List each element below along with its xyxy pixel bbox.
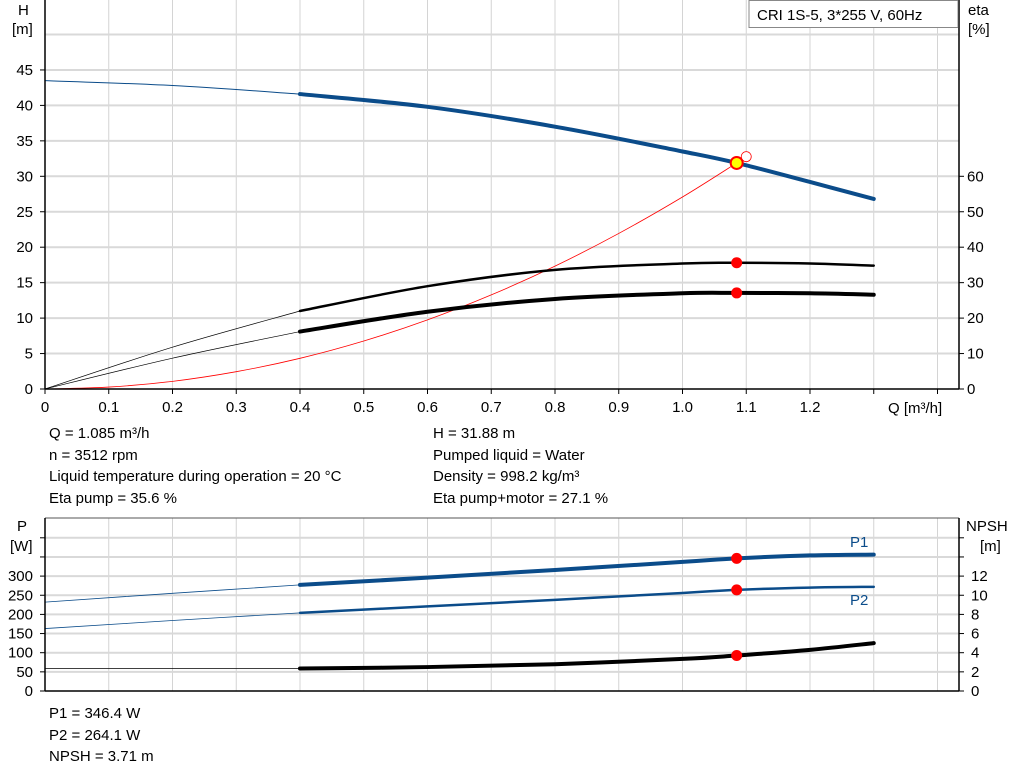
npsh-tick-label: 0 [971, 683, 979, 700]
p1-curve [298, 552, 876, 587]
x-tick-label: 1.1 [736, 399, 757, 416]
p-tick-label: 0 [25, 683, 33, 700]
p2-curve [298, 585, 875, 615]
h-tick-label: 5 [25, 346, 33, 363]
eta-pump-curve-thin [44, 310, 301, 390]
h-tick-label: 10 [16, 310, 33, 327]
h-tick-label: 15 [16, 275, 33, 292]
density-value: Density = 998.2 kg/m³ [433, 468, 580, 485]
legend-box: CRI 1S-5, 3*255 V, 60Hz [748, 0, 959, 28]
results-top-right: H = 31.88 m Pumped liquid = Water Densit… [433, 423, 608, 509]
x-tick-label: 0.9 [608, 399, 629, 416]
head-curve-thin [44, 80, 301, 95]
duty-point-NPSH [731, 649, 743, 661]
p-tick-label: 300 [8, 568, 33, 585]
top-chart-grid [45, 0, 959, 389]
p-tick-label: 150 [8, 626, 33, 643]
head-curve [298, 92, 876, 201]
x-tick-label: 0.4 [290, 399, 311, 416]
eta-tick-label: 50 [967, 204, 984, 221]
p-tick-label: 100 [8, 645, 33, 662]
legend-title: CRI 1S-5, 3*255 V, 60Hz [757, 7, 922, 24]
x-tick-label: 0 [41, 399, 49, 416]
h-tick-label: 30 [16, 168, 33, 185]
flow-value: Q = 1.085 m³/h [49, 425, 150, 442]
duty-point-P2 [731, 584, 743, 596]
eta-tick-label: 10 [967, 346, 984, 363]
pumped-liquid-value: Pumped liquid = Water [433, 446, 585, 464]
h-tick-label: 20 [16, 239, 33, 256]
duty-point-eta_pump_motor [731, 287, 743, 299]
eta-pump-value: Eta pump = 35.6 % [49, 489, 177, 507]
npsh-axis-unit: [m] [980, 538, 1001, 555]
npsh-tick-label: 2 [971, 664, 979, 681]
results-top-left: Q = 1.085 m³/h n = 3512 rpm Liquid tempe… [49, 423, 341, 509]
npsh-value: NPSH = 3.71 m [49, 748, 154, 765]
eta-pump-motor-curve [298, 290, 876, 334]
x-tick-label: 0.2 [162, 399, 183, 416]
h-axis-unit: [m] [12, 21, 33, 38]
eta-tick-label: 60 [967, 168, 984, 185]
p1-series-label: P1 [850, 534, 868, 551]
eta-pump-motor-curve-thin [44, 331, 301, 390]
npsh-tick-label: 8 [971, 606, 979, 623]
x-tick-label: 1.0 [672, 399, 693, 416]
curves [44, 80, 876, 671]
x-tick-label: 0.3 [226, 399, 247, 416]
h-axis-label: H [18, 2, 29, 19]
eta-axis-unit: [%] [968, 21, 990, 38]
h-tick-label: 45 [16, 62, 33, 79]
x-tick-label: 0.6 [417, 399, 438, 416]
p2-curve-thin [44, 612, 301, 629]
x-tick-label: 0.1 [98, 399, 119, 416]
p1-value: P1 = 346.4 W [49, 705, 141, 722]
system-curve [44, 156, 747, 390]
p-tick-label: 50 [16, 664, 33, 681]
eta-axis-label: eta [968, 2, 990, 19]
system-end-marker [740, 151, 752, 163]
p-tick-label: 250 [8, 587, 33, 604]
npsh-tick-label: 10 [971, 587, 988, 604]
duty-point-head [729, 155, 744, 170]
axes: 0 0.1 0.2 0.3 0.4 0.5 0.6 0.7 0.8 0.9 1.0 1.1 1.2 0 5 1… [8, 0, 988, 700]
npsh-curve [298, 641, 876, 671]
eta-tick-label: 30 [967, 275, 984, 292]
h-tick-label: 0 [25, 381, 33, 398]
p1-curve-thin [44, 584, 301, 603]
p-axis-label: P [17, 518, 27, 535]
x-tick-label: 0.7 [481, 399, 502, 416]
x-tick-label: 1.2 [800, 399, 821, 416]
p2-value: P2 = 264.1 W [49, 726, 141, 744]
duty-point-eta_pump [731, 257, 743, 269]
eta-tick-label: 20 [967, 310, 984, 327]
liquid-temperature-value: Liquid temperature during operation = 20… [49, 468, 342, 485]
npsh-tick-label: 12 [971, 568, 988, 585]
npsh-axis-label: NPSH [966, 518, 1008, 535]
head-value: H = 31.88 m [433, 425, 516, 442]
speed-value: n = 3512 rpm [49, 446, 138, 464]
x-tick-label: 0.5 [353, 399, 374, 416]
eta-pump-curve [298, 261, 875, 313]
h-tick-label: 40 [16, 97, 33, 114]
duty-point-P1 [731, 552, 743, 564]
h-tick-label: 35 [16, 133, 33, 150]
eta-pump-motor-value: Eta pump+motor = 27.1 % [433, 489, 609, 507]
eta-tick-label: 40 [967, 239, 984, 256]
npsh-tick-label: 4 [971, 645, 979, 662]
p-axis-unit: [W] [10, 538, 33, 555]
npsh-tick-label: 6 [971, 626, 979, 643]
results-bottom: P1 = 346.4 W P2 = 264.1 W NPSH = 3.71 m [49, 703, 154, 768]
h-tick-label: 25 [16, 204, 33, 221]
eta-tick-label: 0 [967, 381, 975, 398]
q-axis-label: Q [m³/h] [888, 400, 942, 417]
p-tick-label: 200 [8, 606, 33, 623]
x-tick-label: 0.8 [545, 399, 566, 416]
p2-series-label: P2 [850, 592, 868, 609]
